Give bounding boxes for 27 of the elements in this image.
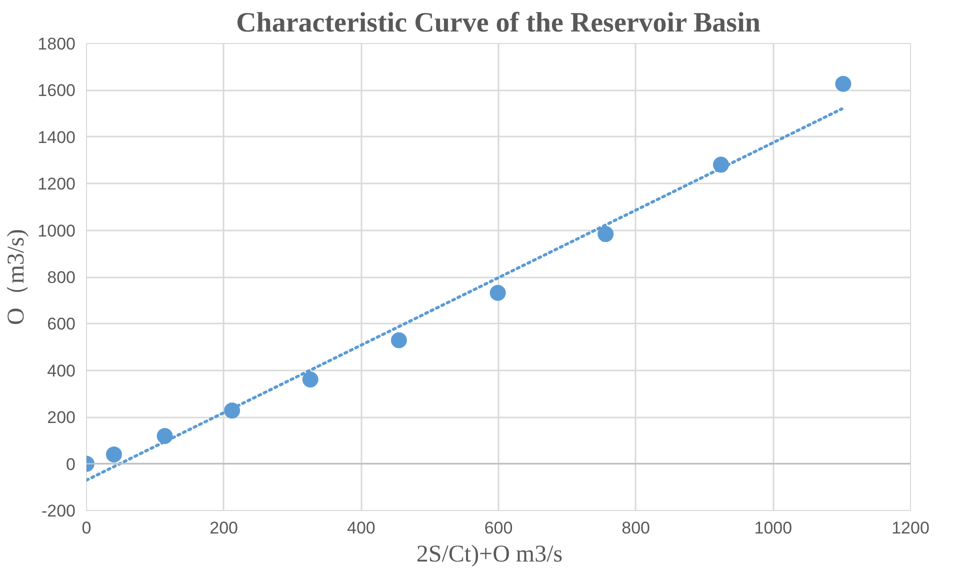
point [490,284,506,301]
x-tick-label: 1200 [892,518,930,538]
y-tick-label: 0 [66,454,76,474]
point [598,226,614,242]
point [835,76,852,92]
y-tick-label: 1400 [38,128,76,147]
y-tick-label: 200 [47,408,76,428]
point [106,446,122,462]
point [390,332,407,348]
x-tick-label: 600 [484,518,513,538]
y-tick-label: 800 [47,268,76,287]
point [302,372,318,388]
y-tick-label: 1200 [38,174,76,194]
chart-title: Characteristic Curve of the Reservoir Basin [236,8,761,38]
x-tick-label: 800 [622,518,650,538]
y-tick-label: 1800 [38,34,76,54]
y-tick-label: 1000 [38,221,76,240]
x-axis-title: 2S/Ct)+O m3/s [416,542,563,568]
x-tick-label: 0 [82,518,92,538]
x-tick-label: 200 [210,518,238,538]
y-tick-label: 600 [47,314,76,334]
x-tick-label: 400 [346,518,376,538]
y-tick-label: 1600 [38,81,76,100]
y-tick-label: -200 [41,502,76,520]
y-tick-label: 400 [47,361,76,380]
y-axis-title: O（m3/s) [4,229,30,325]
x-tick-label: 1000 [754,518,792,538]
